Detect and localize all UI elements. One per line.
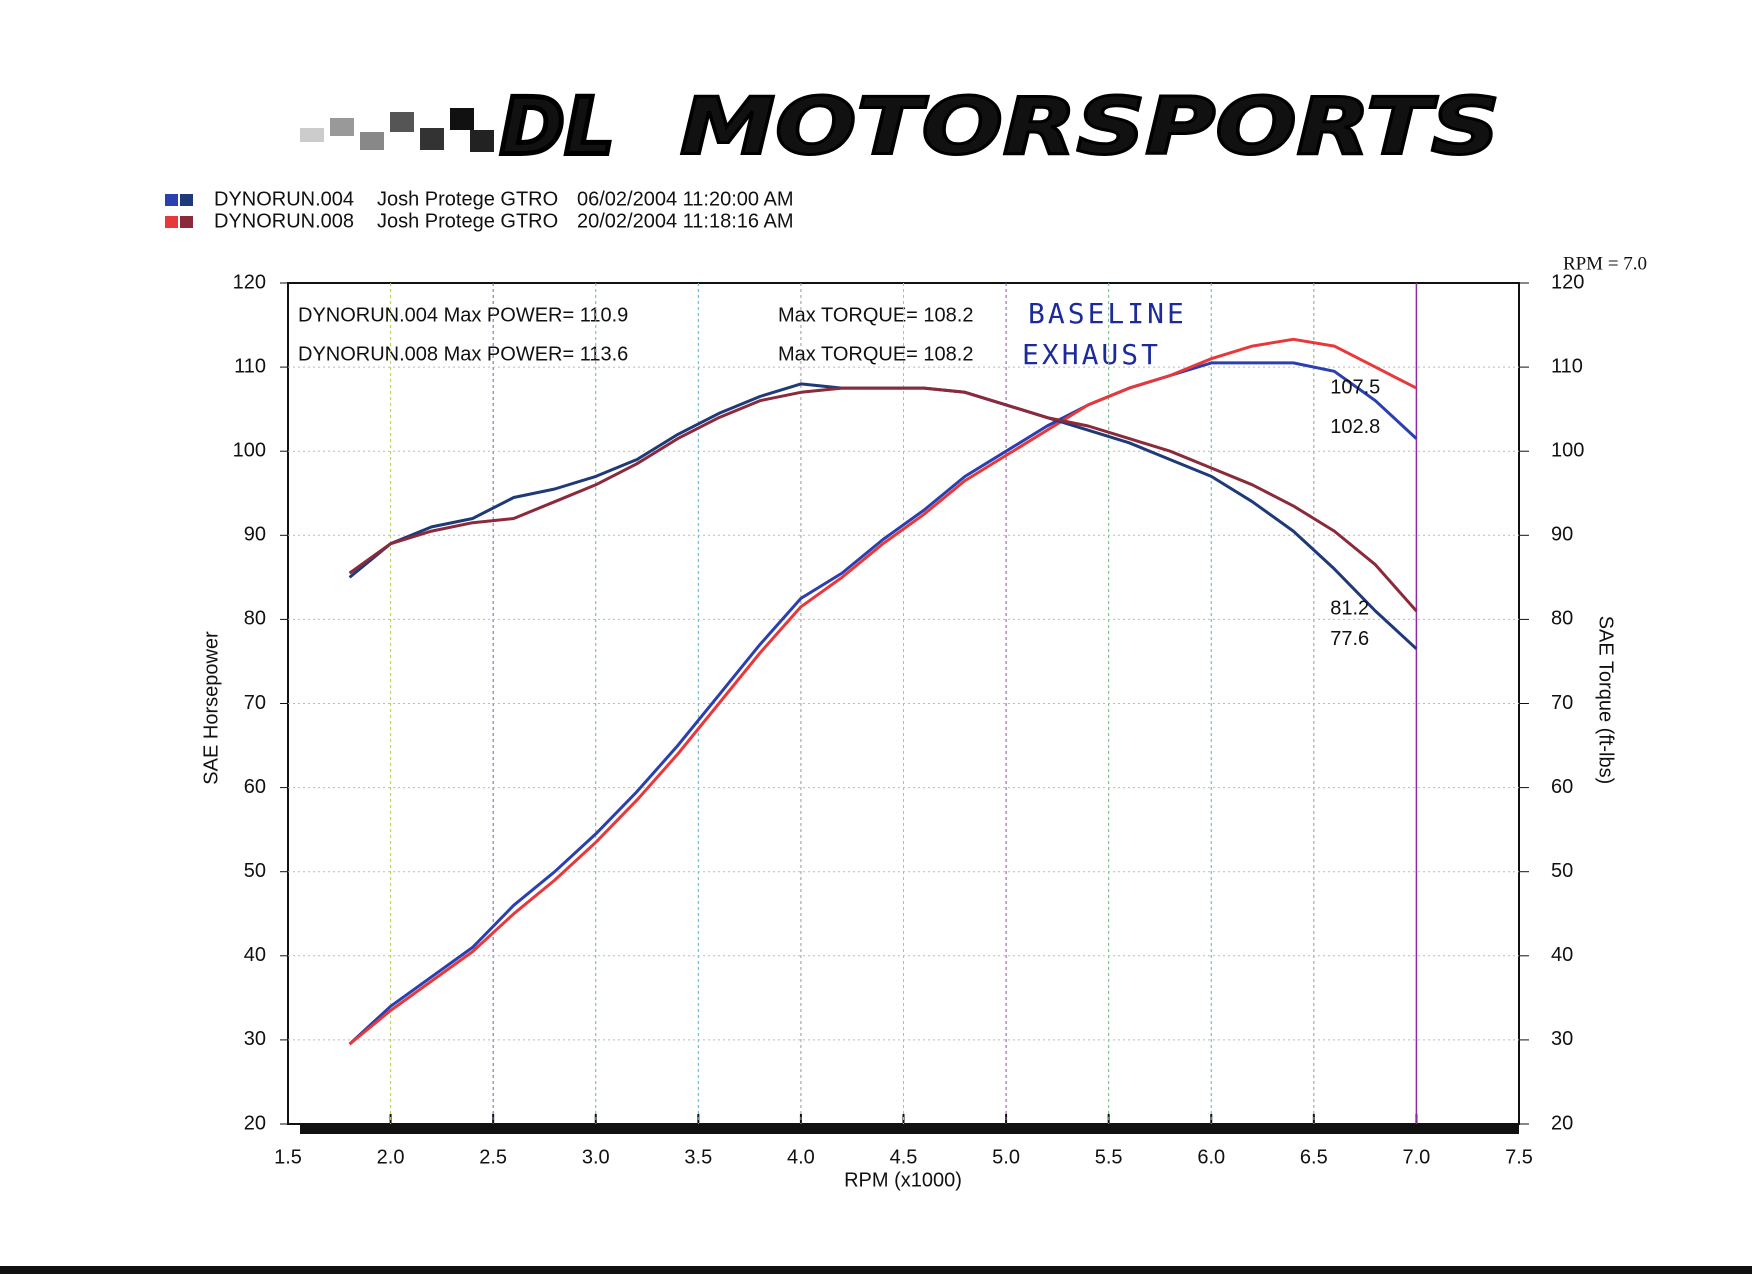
legend-date: 20/02/2004 11:18:16 AM — [577, 210, 793, 232]
y-tick-label: 110 — [234, 355, 266, 377]
y2-tick-label: 100 — [1551, 439, 1584, 461]
y2-axis-title: SAE Torque (ft-lbs) — [1595, 616, 1617, 785]
y2-tick-label: 60 — [1551, 776, 1573, 798]
flag-square — [360, 132, 384, 150]
legend-vehicle: Josh Protege GTRO — [377, 210, 558, 232]
y-tick-label: 20 — [244, 1112, 266, 1134]
legend-label: DYNORUN.004 — [214, 188, 354, 210]
flag-square — [470, 130, 494, 152]
handwritten-note: BASELINE — [1028, 297, 1187, 330]
y2-tick-label: 50 — [1551, 860, 1573, 882]
x-tick-label: 5.0 — [992, 1146, 1020, 1168]
flag-square — [420, 128, 444, 150]
y-tick-label: 80 — [244, 608, 266, 630]
flag-square — [330, 118, 354, 136]
y-tick-label: 30 — [244, 1028, 266, 1050]
x-tick-label: 2.0 — [377, 1146, 405, 1168]
flag-square — [450, 108, 474, 130]
y2-tick-label: 80 — [1551, 608, 1573, 630]
series-line — [348, 382, 1418, 650]
legend-swatch — [165, 216, 178, 228]
y-tick-label: 40 — [244, 944, 266, 966]
logo-right: MOTORSPORTS — [680, 82, 1500, 172]
handwritten-note: EXHAUST — [1022, 338, 1161, 371]
y2-tick-label: 90 — [1551, 524, 1573, 546]
x-tick-label: 4.0 — [787, 1146, 815, 1168]
y2-tick-label: 120 — [1551, 271, 1584, 293]
y-tick-label: 50 — [244, 860, 266, 882]
y-tick-label: 70 — [244, 692, 266, 714]
flag-square — [390, 112, 414, 132]
logo-left: DL — [500, 82, 614, 172]
y-tick-label: 100 — [233, 439, 266, 461]
legend-vehicle: Josh Protege GTRO — [377, 188, 558, 210]
y-tick-label: 60 — [244, 776, 266, 798]
y2-tick-label: 40 — [1551, 944, 1573, 966]
y2-tick-label: 30 — [1551, 1028, 1573, 1050]
annotation: Max TORQUE= 108.2 — [778, 304, 973, 326]
x-tick-label: 1.5 — [274, 1146, 302, 1168]
annotation: DYNORUN.004 Max POWER= 110.9 — [298, 304, 628, 326]
y-tick-label: 90 — [244, 524, 266, 546]
y-tick-label: 120 — [233, 271, 266, 293]
x-tick-label: 7.0 — [1403, 1146, 1431, 1168]
x-tick-label: 5.5 — [1095, 1146, 1123, 1168]
annotation: Max TORQUE= 108.2 — [778, 343, 973, 365]
legend-swatch — [180, 194, 193, 206]
end-label: 81.2 — [1330, 598, 1369, 620]
y2-tick-label: 20 — [1551, 1112, 1573, 1134]
end-label: 102.8 — [1330, 416, 1380, 438]
page-bottom-bar — [0, 1266, 1752, 1274]
end-label: 107.5 — [1330, 376, 1380, 398]
y2-tick-label: 110 — [1551, 355, 1583, 377]
x-axis-title: RPM (x1000) — [844, 1169, 962, 1191]
x-tick-label: 4.5 — [890, 1146, 918, 1168]
series-line — [348, 337, 1418, 1046]
series-line — [348, 361, 1418, 1046]
end-label: 77.6 — [1330, 628, 1369, 650]
y-axis-title: SAE Horsepower — [200, 631, 222, 785]
legend-swatch — [165, 194, 178, 206]
legend-swatch — [180, 216, 193, 228]
x-tick-label: 3.0 — [582, 1146, 610, 1168]
legend: DYNORUN.004 Josh Protege GTRO 06/02/2004 1… — [165, 188, 793, 232]
flag-square — [300, 128, 324, 142]
annotation: DYNORUN.008 Max POWER= 113.6 — [298, 343, 628, 365]
x-tick-label: 2.5 — [479, 1146, 507, 1168]
x-tick-label: 3.5 — [684, 1146, 712, 1168]
series-line — [348, 386, 1418, 612]
x-tick-label: 7.5 — [1505, 1146, 1533, 1168]
legend-date: 06/02/2004 11:20:00 AM — [577, 188, 793, 210]
plot-bottom-bar — [300, 1124, 1519, 1134]
logo: DL MOTORSPORTS — [300, 80, 1502, 175]
y2-tick-label: 70 — [1551, 692, 1573, 714]
x-tick-label: 6.0 — [1197, 1146, 1225, 1168]
legend-label: DYNORUN.008 — [214, 210, 354, 232]
cursor-label: RPM = 7.0 — [1563, 253, 1647, 274]
x-tick-label: 6.5 — [1300, 1146, 1328, 1168]
